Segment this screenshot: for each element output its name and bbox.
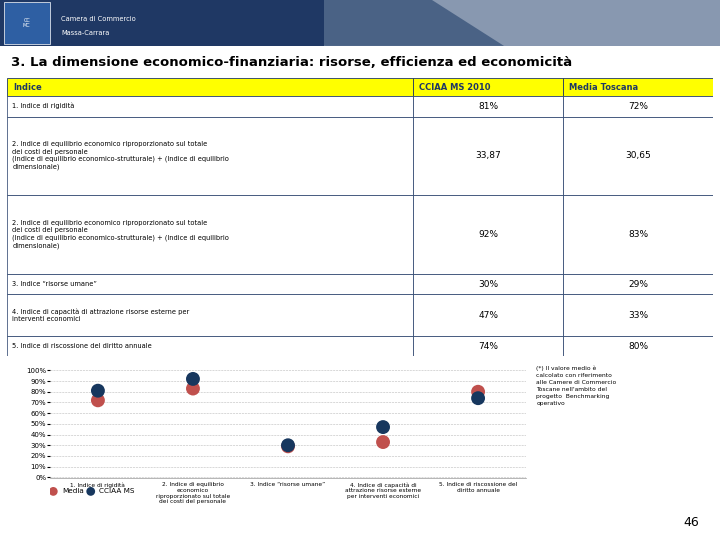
Text: Massa-Carrara: Massa-Carrara bbox=[61, 30, 109, 36]
Text: 30,65: 30,65 bbox=[625, 151, 651, 160]
FancyBboxPatch shape bbox=[563, 294, 713, 336]
Text: CCIAA MS: CCIAA MS bbox=[99, 488, 135, 495]
Point bbox=[282, 441, 294, 450]
Bar bbox=[0, 0, 324, 46]
Text: 72%: 72% bbox=[628, 102, 648, 111]
Text: 2. Indice di equilibrio economico riproporzionato sul totale
dei costi del perso: 2. Indice di equilibrio economico riprop… bbox=[12, 141, 229, 170]
FancyBboxPatch shape bbox=[563, 274, 713, 294]
FancyBboxPatch shape bbox=[563, 336, 713, 356]
Point bbox=[92, 396, 104, 404]
Text: 46: 46 bbox=[684, 516, 699, 529]
Text: 5. Indice di riscossione del diritto annuale: 5. Indice di riscossione del diritto ann… bbox=[12, 343, 152, 349]
Text: 33%: 33% bbox=[628, 310, 648, 320]
FancyBboxPatch shape bbox=[563, 195, 713, 274]
Text: 83%: 83% bbox=[628, 230, 648, 239]
Text: 81%: 81% bbox=[478, 102, 498, 111]
FancyBboxPatch shape bbox=[7, 96, 413, 117]
Point bbox=[187, 375, 199, 383]
FancyBboxPatch shape bbox=[7, 274, 413, 294]
Text: 1. Indice di rigidità: 1. Indice di rigidità bbox=[12, 103, 74, 110]
FancyBboxPatch shape bbox=[7, 195, 413, 274]
Text: 3. Indice “risorse umane”: 3. Indice “risorse umane” bbox=[12, 281, 97, 287]
FancyBboxPatch shape bbox=[563, 96, 713, 117]
Point bbox=[472, 394, 484, 402]
FancyBboxPatch shape bbox=[7, 294, 413, 336]
FancyBboxPatch shape bbox=[413, 117, 563, 195]
Point bbox=[472, 387, 484, 396]
Text: CC
MC: CC MC bbox=[23, 18, 30, 28]
FancyBboxPatch shape bbox=[7, 78, 413, 96]
Text: 3. La dimensione economico-finanziaria: risorse, efficienza ed economicità: 3. La dimensione economico-finanziaria: … bbox=[11, 56, 572, 69]
Text: 33,87: 33,87 bbox=[475, 151, 501, 160]
Text: (*) Il valore medio è
calcolato con riferimento
alle Camere di Commercio
Toscane: (*) Il valore medio è calcolato con rife… bbox=[536, 365, 616, 406]
FancyBboxPatch shape bbox=[7, 336, 413, 356]
Point bbox=[187, 384, 199, 393]
FancyBboxPatch shape bbox=[413, 78, 563, 96]
FancyBboxPatch shape bbox=[563, 117, 713, 195]
Point bbox=[48, 487, 59, 496]
FancyBboxPatch shape bbox=[413, 195, 563, 274]
FancyBboxPatch shape bbox=[413, 294, 563, 336]
FancyBboxPatch shape bbox=[413, 336, 563, 356]
Text: 80%: 80% bbox=[628, 342, 648, 350]
Point bbox=[377, 423, 389, 431]
Text: 74%: 74% bbox=[478, 342, 498, 350]
Text: Camera di Commercio: Camera di Commercio bbox=[61, 16, 136, 22]
Text: 2. Indice di equilibrio economico riproporzionato sul totale
dei costi del perso: 2. Indice di equilibrio economico riprop… bbox=[12, 220, 229, 249]
FancyBboxPatch shape bbox=[7, 117, 413, 195]
Point bbox=[377, 438, 389, 447]
Text: 29%: 29% bbox=[628, 280, 648, 288]
Polygon shape bbox=[324, 0, 504, 46]
Text: Indice: Indice bbox=[13, 83, 42, 92]
Point bbox=[282, 442, 294, 451]
FancyBboxPatch shape bbox=[413, 274, 563, 294]
Text: 4. Indice di capacità di attrazione risorse esterne per
interventi economici: 4. Indice di capacità di attrazione riso… bbox=[12, 308, 189, 322]
Text: Media: Media bbox=[62, 488, 84, 495]
Text: 47%: 47% bbox=[478, 310, 498, 320]
Point bbox=[92, 387, 104, 395]
Text: Media Toscana: Media Toscana bbox=[569, 83, 638, 92]
Text: CCIAA MS 2010: CCIAA MS 2010 bbox=[418, 83, 490, 92]
Text: 30%: 30% bbox=[478, 280, 498, 288]
Point bbox=[85, 487, 96, 496]
Polygon shape bbox=[324, 0, 720, 46]
Bar bbox=[4, 2, 50, 44]
FancyBboxPatch shape bbox=[413, 96, 563, 117]
Text: 92%: 92% bbox=[478, 230, 498, 239]
FancyBboxPatch shape bbox=[563, 78, 713, 96]
